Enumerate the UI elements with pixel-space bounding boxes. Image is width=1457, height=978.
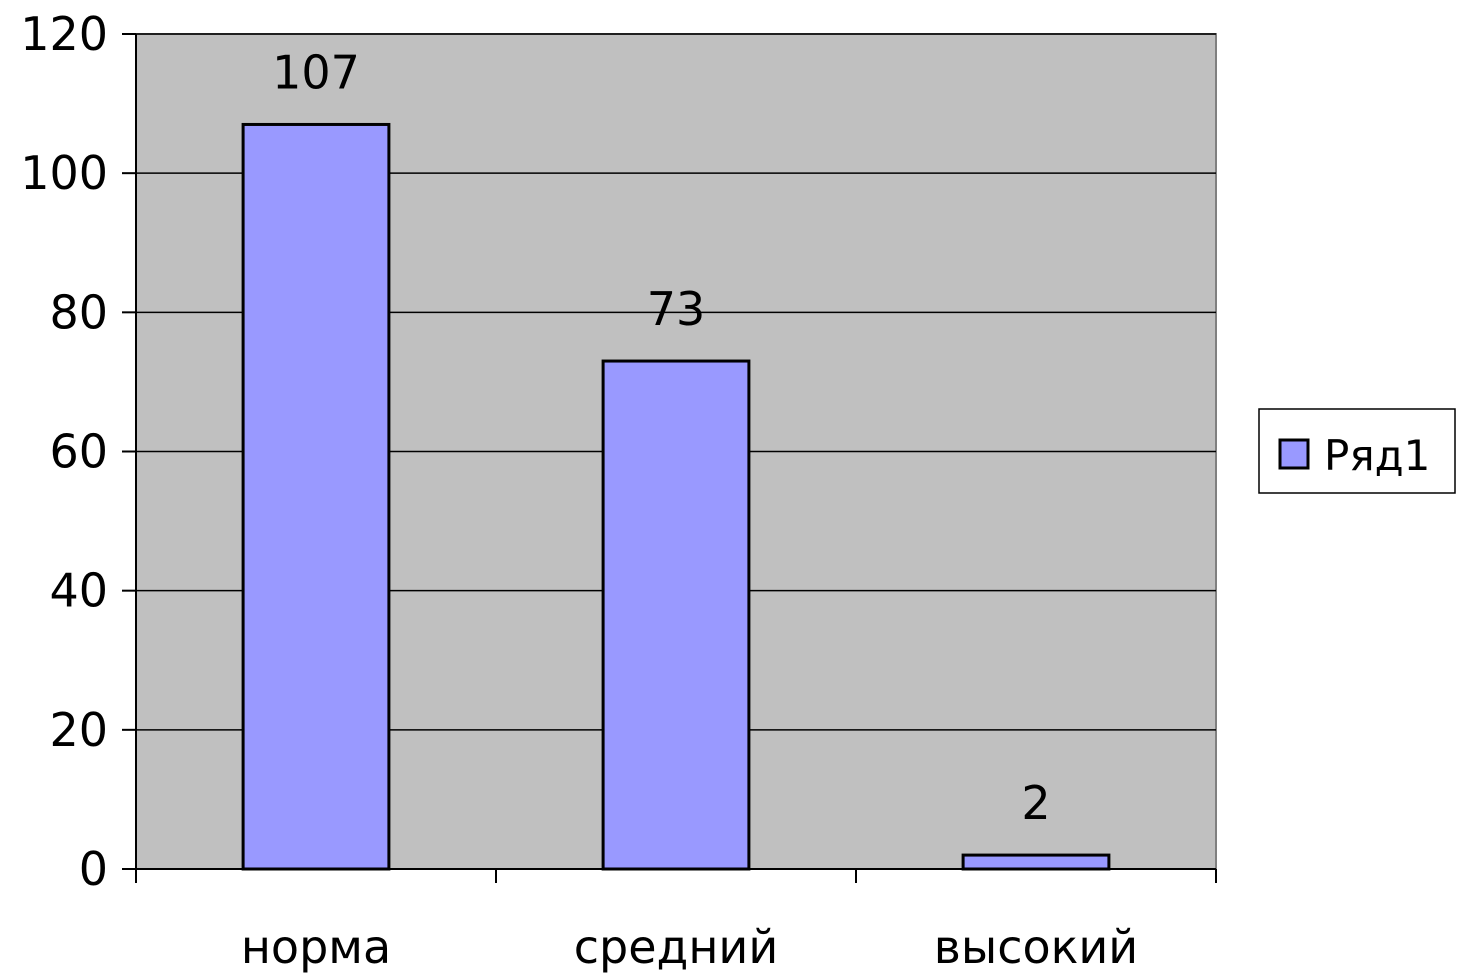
y-tick-label: 20 — [49, 703, 108, 757]
x-category-label: высокий — [934, 920, 1138, 974]
x-category-label: норма — [241, 920, 391, 974]
y-tick-label: 120 — [20, 7, 108, 61]
legend-label: Ряд1 — [1324, 431, 1430, 480]
x-category-labels: норма средний высокий — [241, 920, 1138, 974]
data-label: 2 — [1021, 776, 1050, 830]
y-tick-label: 40 — [49, 564, 108, 618]
bar-3 — [961, 853, 1111, 871]
bar-2 — [601, 359, 751, 871]
y-tick-label: 100 — [20, 146, 108, 200]
axes — [122, 33, 1217, 883]
bar-1 — [241, 122, 391, 871]
x-category-label: средний — [574, 920, 778, 974]
y-tick-label: 80 — [49, 285, 108, 339]
legend: Ряд1 — [1258, 408, 1456, 494]
legend-swatch — [1278, 438, 1310, 470]
y-tick-labels: 0 20 40 60 80 100 120 — [20, 7, 108, 896]
bars — [241, 122, 1111, 871]
data-label: 73 — [647, 282, 706, 336]
data-label: 107 — [272, 45, 360, 99]
y-tick-label: 60 — [49, 425, 108, 479]
y-tick-label: 0 — [79, 842, 108, 896]
data-labels: 107 73 2 — [272, 45, 1051, 830]
